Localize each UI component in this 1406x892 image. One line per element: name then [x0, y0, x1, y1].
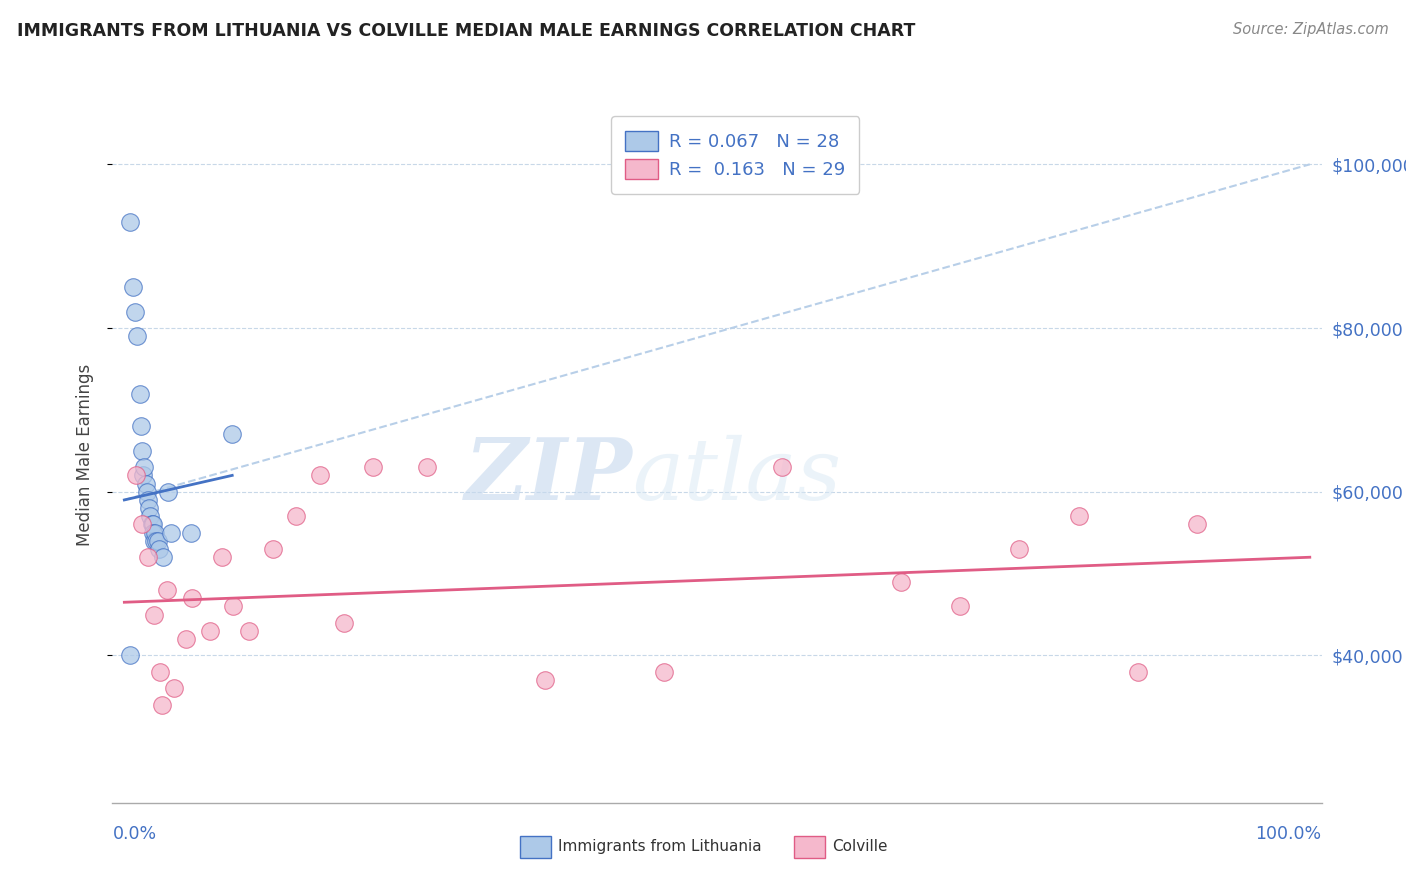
Text: Colville: Colville: [832, 839, 887, 855]
Point: [1185, 517, 1208, 532]
Point: [361, 460, 384, 475]
Point: [157, 484, 180, 499]
Point: [1067, 509, 1090, 524]
Point: [149, 665, 172, 679]
Text: Source: ZipAtlas.com: Source: ZipAtlas.com: [1233, 22, 1389, 37]
Point: [1126, 665, 1149, 679]
Point: [285, 509, 308, 524]
Point: [150, 698, 173, 712]
Point: [222, 599, 245, 614]
Point: [174, 632, 197, 646]
Point: [949, 599, 972, 614]
Point: [124, 304, 146, 318]
Point: [198, 624, 221, 638]
Point: [143, 533, 166, 548]
Text: IMMIGRANTS FROM LITHUANIA VS COLVILLE MEDIAN MALE EARNINGS CORRELATION CHART: IMMIGRANTS FROM LITHUANIA VS COLVILLE ME…: [17, 22, 915, 40]
Point: [121, 280, 143, 294]
Point: [148, 542, 170, 557]
Text: 0.0%: 0.0%: [112, 825, 156, 843]
Point: [221, 427, 243, 442]
Point: [180, 525, 202, 540]
Point: [262, 542, 284, 557]
Point: [120, 648, 142, 663]
Point: [309, 468, 332, 483]
Point: [142, 517, 165, 532]
Point: [143, 525, 166, 540]
Point: [127, 329, 149, 343]
Point: [139, 509, 162, 524]
Point: [125, 468, 148, 483]
Text: atlas: atlas: [633, 434, 842, 517]
Point: [134, 460, 156, 475]
Point: [143, 607, 166, 622]
Point: [128, 386, 150, 401]
Point: [238, 624, 260, 638]
Point: [136, 492, 159, 507]
Point: [890, 574, 912, 589]
Point: [138, 501, 160, 516]
Legend: R = 0.067   N = 28, R =  0.163   N = 29: R = 0.067 N = 28, R = 0.163 N = 29: [612, 116, 859, 194]
Point: [135, 484, 157, 499]
Point: [145, 533, 167, 548]
Point: [120, 214, 142, 228]
Y-axis label: Median Male Earnings: Median Male Earnings: [76, 364, 94, 546]
Point: [131, 443, 153, 458]
Text: 100.0%: 100.0%: [1256, 825, 1322, 843]
Point: [163, 681, 186, 696]
Point: [770, 460, 793, 475]
Point: [152, 550, 174, 565]
Point: [132, 468, 155, 483]
Text: ZIP: ZIP: [464, 434, 633, 517]
Text: Immigrants from Lithuania: Immigrants from Lithuania: [558, 839, 762, 855]
Point: [1008, 542, 1031, 557]
Point: [415, 460, 437, 475]
Point: [129, 419, 152, 434]
Point: [159, 525, 181, 540]
Point: [135, 476, 157, 491]
Point: [180, 591, 202, 606]
Point: [534, 673, 557, 687]
Point: [136, 550, 159, 565]
Point: [131, 517, 153, 532]
Point: [142, 525, 165, 540]
Point: [146, 533, 169, 548]
Point: [652, 665, 675, 679]
Point: [332, 615, 354, 630]
Point: [141, 517, 163, 532]
Point: [156, 582, 179, 597]
Point: [211, 550, 233, 565]
